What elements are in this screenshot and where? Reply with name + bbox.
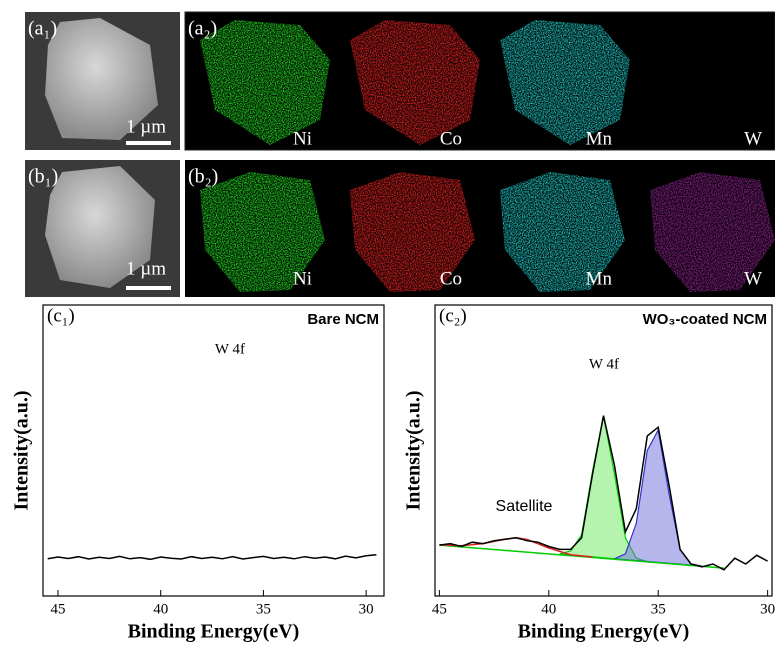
panel-label: (a₂) <box>188 18 217 40</box>
panel-label: (b₂) <box>188 166 218 188</box>
x-tick-label: 30 <box>359 601 374 617</box>
x-tick-label: 45 <box>432 601 447 617</box>
element-label: W <box>744 128 762 149</box>
chart-title: WO₃-coated NCM <box>643 311 767 328</box>
element-label: W <box>744 268 762 289</box>
element-label: Ni <box>293 128 312 149</box>
x-tick-label: 40 <box>153 601 168 617</box>
element-label: Mn <box>586 128 613 149</box>
panel-label: (c₂) <box>439 305 467 326</box>
x-tick-label: 35 <box>256 601 271 617</box>
x-axis-label: Binding Energy(eV) <box>518 621 690 643</box>
charts: 45 40 35 30 Binding Energy(eV) Intensity(a.u.… <box>11 304 775 643</box>
panel-label: (a₁) <box>28 18 57 40</box>
element-label: Co <box>440 268 462 289</box>
plot-frame <box>434 304 773 597</box>
plot-frame <box>42 304 385 597</box>
scale-bar-label: 1 µm <box>126 116 166 137</box>
y-axis-label: Intensity(a.u.) <box>403 390 425 510</box>
element-label: Ni <box>293 268 312 289</box>
panel-label: (c₁) <box>47 305 75 326</box>
data-line <box>439 415 768 571</box>
x-tick-label: 35 <box>651 601 666 617</box>
sem-image-a1 <box>25 12 180 150</box>
scale-bar-label: 1 µm <box>126 258 166 279</box>
x-tick-label: 45 <box>50 601 65 617</box>
element-label: Mn <box>586 268 613 289</box>
annotation: W 4f <box>215 341 245 357</box>
y-axis-label: Intensity(a.u.) <box>11 390 33 510</box>
annotation: W 4f <box>589 356 619 372</box>
data-line <box>47 553 377 561</box>
x-tick-label: 30 <box>760 601 775 617</box>
element-label: Co <box>440 128 462 149</box>
eds-maps <box>184 11 775 297</box>
panel-label: (b₁) <box>28 166 58 188</box>
element-labels: Ni Ni Co Co Mn Mn W W <box>293 128 762 289</box>
annotation: Satellite <box>496 498 553 515</box>
x-axis-label: Binding Energy(eV) <box>128 621 300 643</box>
x-tick-label: 40 <box>541 601 556 617</box>
chart-title: Bare NCM <box>307 311 379 328</box>
sem-image-b1 <box>25 160 180 297</box>
